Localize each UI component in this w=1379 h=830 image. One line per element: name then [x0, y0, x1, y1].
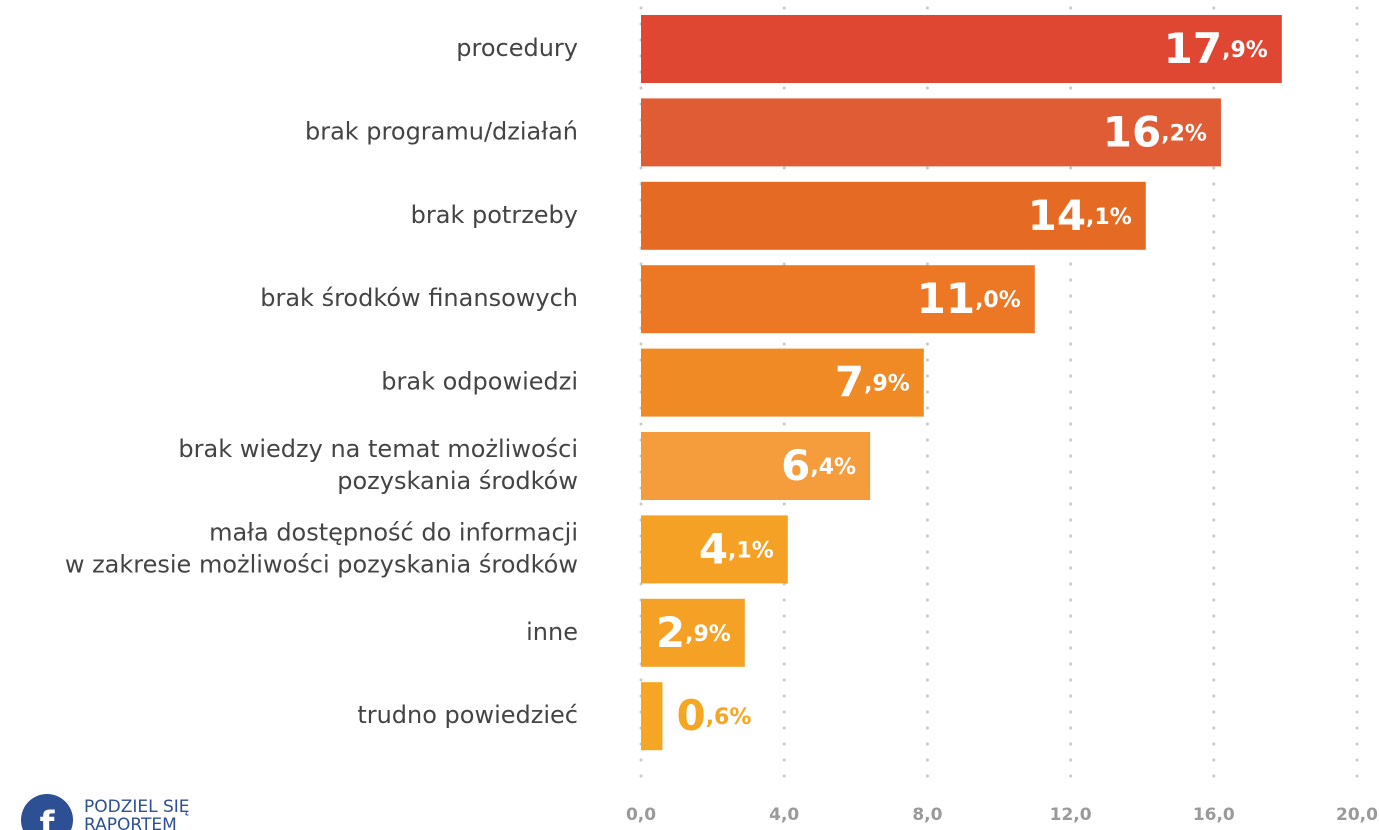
- category-label: inne: [526, 618, 578, 646]
- category-label: brak środków finansowych: [260, 284, 578, 312]
- category-label: trudno powiedzieć: [357, 701, 578, 729]
- value-label-int: 11: [917, 274, 975, 323]
- category-label: mała dostępność do informacji w zakresie …: [65, 518, 578, 578]
- category-label: brak wiedzy na temat możliwości pozyskani…: [178, 435, 578, 495]
- share-text: RAPORTEM: [84, 815, 177, 830]
- share-text: PODZIEL SIĘ: [84, 797, 190, 817]
- value-label-int: 6: [781, 441, 810, 490]
- x-tick-label: 16,0: [1193, 805, 1235, 825]
- value-label-frac: ,6%: [706, 705, 752, 730]
- value-label-frac: ,2%: [1161, 121, 1207, 146]
- category-label: brak odpowiedzi: [381, 368, 578, 396]
- value-label-frac: ,1%: [1086, 205, 1132, 230]
- category-label: procedury: [456, 34, 578, 62]
- value-label-int: 14: [1028, 190, 1086, 239]
- facebook-f: f: [40, 805, 56, 830]
- value-label-frac: ,1%: [728, 538, 774, 563]
- x-tick-label: 0,0: [626, 805, 656, 825]
- x-tick-label: 8,0: [912, 805, 942, 825]
- value-label: 0,6%: [676, 691, 751, 740]
- value-label-int: 17: [1164, 24, 1222, 73]
- category-line: pozyskania środków: [337, 467, 578, 495]
- x-tick-label: 20,0: [1336, 805, 1378, 825]
- value-label-int: 0: [676, 691, 705, 740]
- category-line: w zakresie możliwości pozyskania środków: [65, 550, 578, 578]
- value-label-frac: ,0%: [975, 288, 1021, 313]
- value-label-frac: ,9%: [864, 372, 910, 397]
- category-label: brak potrzeby: [411, 201, 578, 229]
- category-line: brak wiedzy na temat możliwości: [178, 435, 578, 463]
- value-label-frac: ,9%: [685, 622, 731, 647]
- value-label-int: 2: [656, 607, 685, 656]
- x-tick-label: 12,0: [1050, 805, 1092, 825]
- value-label-int: 16: [1103, 107, 1161, 156]
- value-label-frac: ,4%: [810, 455, 856, 480]
- chart: f PODZIEL SIĘ RAPORTEM 0,04,08,012,016,0…: [0, 0, 1379, 830]
- share-button[interactable]: f PODZIEL SIĘ RAPORTEM: [21, 794, 190, 830]
- value-label-int: 7: [835, 357, 864, 406]
- bar: [641, 682, 662, 750]
- value-label-frac: ,9%: [1222, 38, 1268, 63]
- category-line: mała dostępność do informacji: [209, 518, 578, 546]
- value-label-int: 4: [699, 524, 728, 573]
- x-tick-label: 4,0: [769, 805, 799, 825]
- category-label: brak programu/działań: [305, 117, 578, 145]
